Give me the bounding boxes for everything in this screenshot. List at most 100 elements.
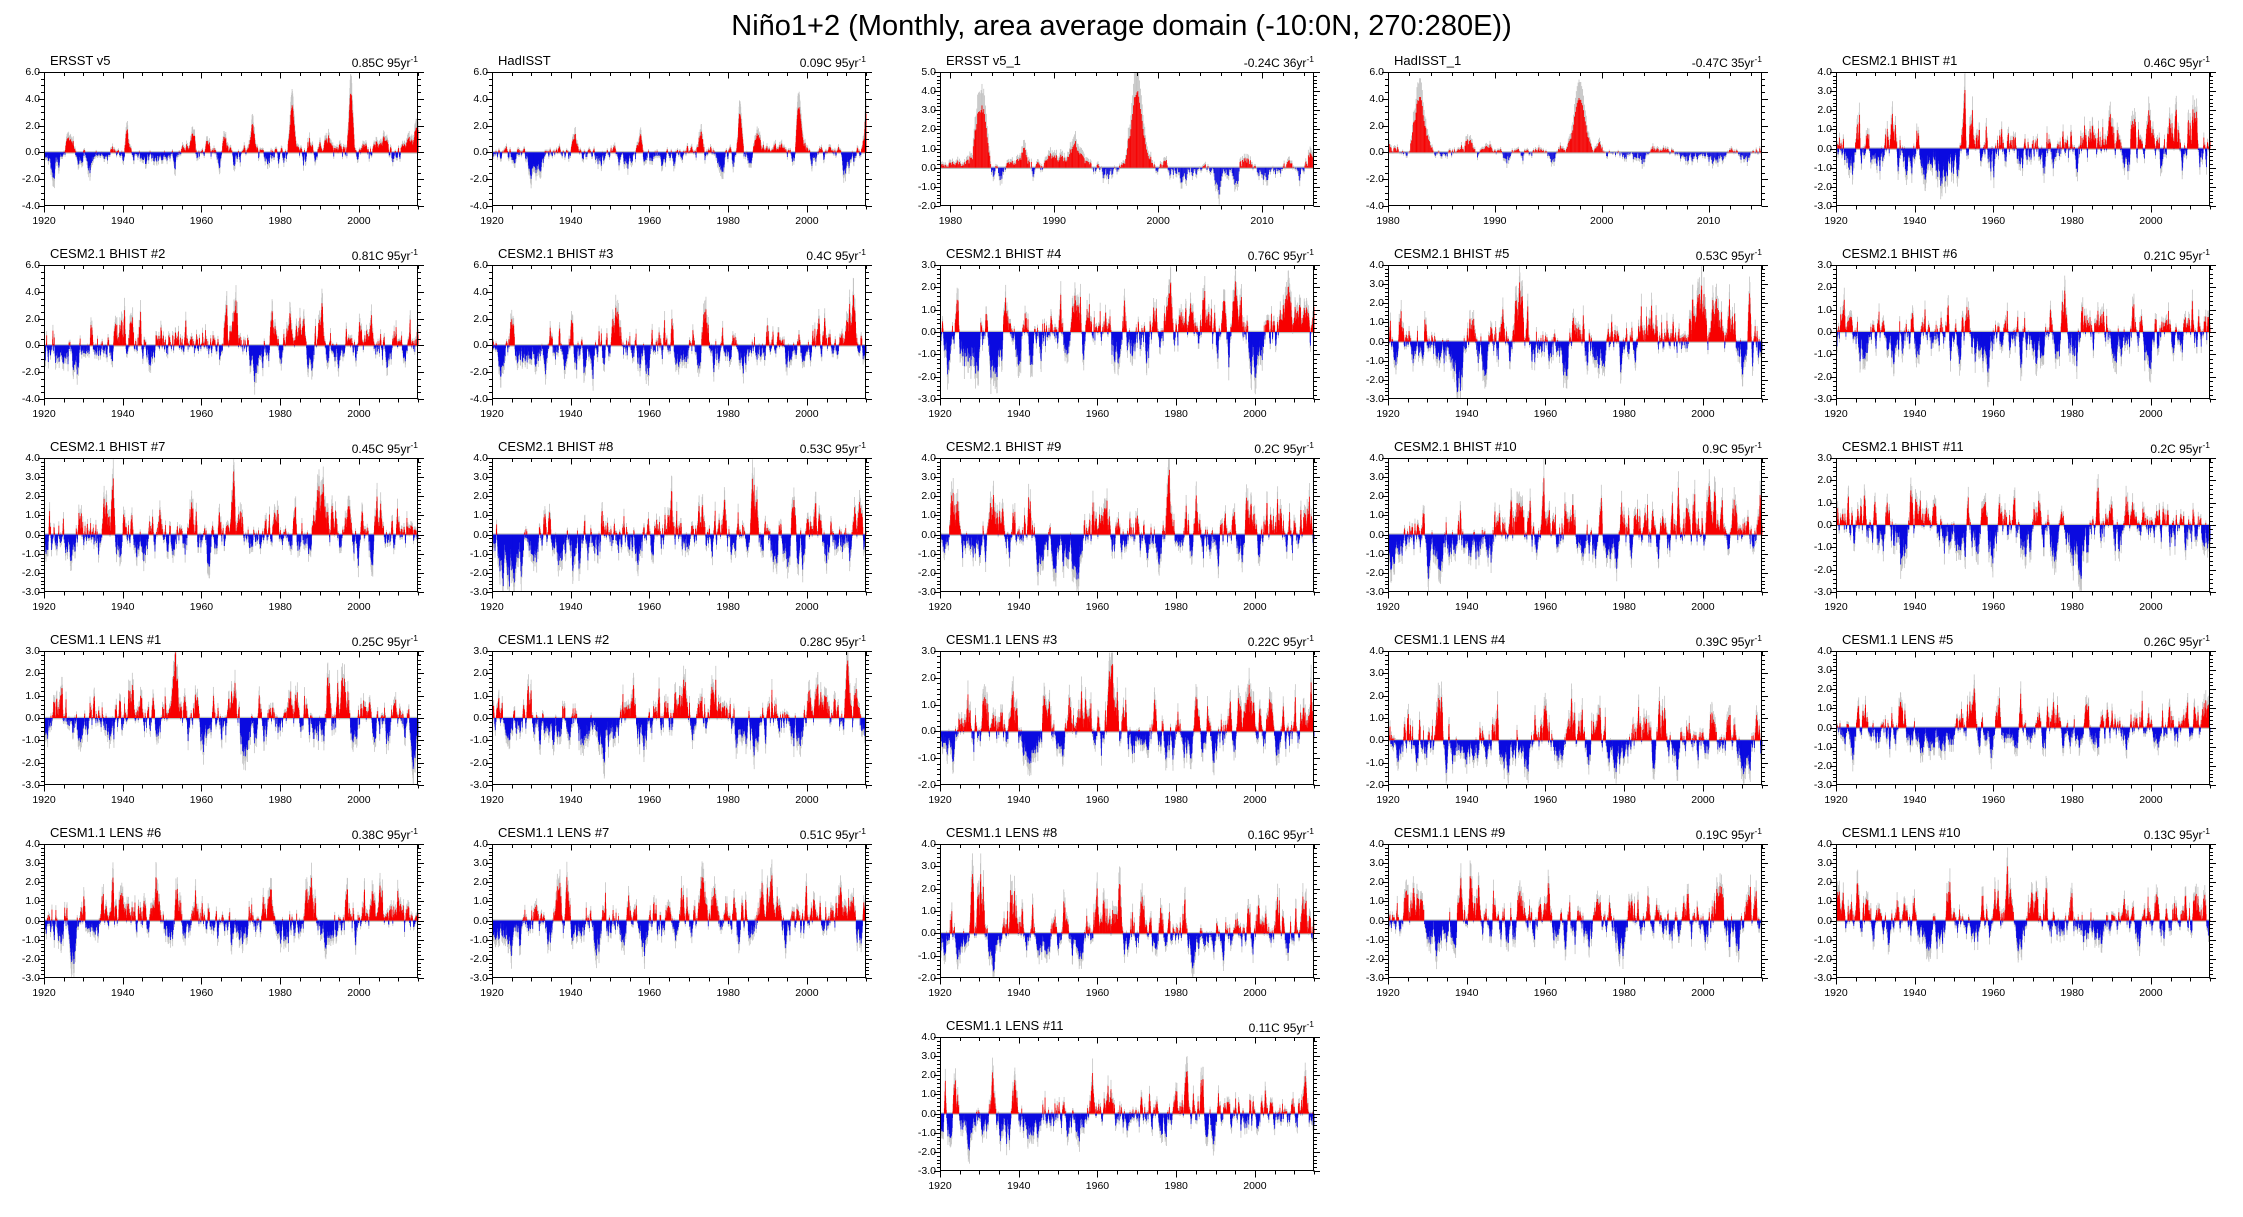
x-tick-label: 1980 bbox=[2060, 601, 2084, 613]
plot-canvas bbox=[932, 450, 1322, 600]
x-tick-label: 1920 bbox=[1376, 408, 1400, 420]
x-tick-label: 1980 bbox=[1612, 987, 1636, 999]
y-tick-label: 2.0 bbox=[25, 490, 40, 503]
y-tick-label: 1.0 bbox=[1817, 303, 1832, 316]
x-tick-label: 2000 bbox=[347, 215, 371, 227]
y-tick-label: 1.0 bbox=[1369, 316, 1384, 329]
x-tick-label: 1940 bbox=[1007, 1180, 1031, 1192]
y-tick-label: -1.0 bbox=[917, 949, 936, 962]
x-tick-label: 2010 bbox=[1696, 215, 1721, 227]
y-tick-label: -3.0 bbox=[469, 586, 488, 598]
x-tick-label: 1940 bbox=[1903, 215, 1927, 227]
y-tick-label: 2.0 bbox=[473, 490, 488, 503]
y-tick-label: 0.0 bbox=[473, 528, 488, 541]
x-tick-label: 1960 bbox=[637, 215, 662, 227]
y-tick-label: 1.0 bbox=[473, 895, 488, 908]
y-tick-label: 1.0 bbox=[921, 698, 936, 711]
x-tick-label: 1940 bbox=[559, 987, 583, 999]
y-tick-label: -1.0 bbox=[1813, 933, 1832, 946]
x-tick-label: 2000 bbox=[795, 794, 819, 806]
x-tick-label: 1980 bbox=[1164, 1180, 1188, 1192]
x-tick-label: 1920 bbox=[32, 794, 56, 806]
y-tick-label: 1.0 bbox=[1369, 712, 1384, 724]
y-tick-label: 3.0 bbox=[921, 860, 936, 873]
y-tick-label: 2.0 bbox=[1817, 281, 1832, 294]
x-tick-label: 1920 bbox=[1376, 601, 1400, 613]
y-tick-label: 1.0 bbox=[1817, 702, 1832, 715]
y-tick-label: 0.0 bbox=[473, 914, 488, 927]
y-tick-label: -1.0 bbox=[1365, 756, 1384, 769]
y-tick-label: -2.0 bbox=[917, 370, 936, 383]
y-tick-label: 0.0 bbox=[921, 1107, 936, 1120]
y-tick-label: -3.0 bbox=[1813, 586, 1832, 598]
y-tick-label: 1.0 bbox=[921, 142, 936, 155]
page-title: Niño1+2 (Monthly, area average domain (-… bbox=[731, 10, 1512, 42]
x-tick-label: 1960 bbox=[1533, 987, 1558, 999]
y-tick-label: 4.0 bbox=[921, 1031, 936, 1043]
y-tick-label: -2.0 bbox=[21, 756, 40, 769]
chart-panel: CESM1.1 LENS #8 0.16C 95yr-1 4.0 3.0 2.0 1.0 0… bbox=[898, 822, 1346, 1015]
y-tick-label: -2.0 bbox=[21, 566, 40, 579]
x-tick-label: 1980 bbox=[716, 601, 740, 613]
y-tick-label: 3.0 bbox=[473, 857, 488, 870]
y-tick-label: 3.0 bbox=[1369, 471, 1384, 484]
plot-canvas bbox=[36, 643, 426, 793]
y-tick-label: 0.0 bbox=[1817, 721, 1832, 734]
y-tick-label: 4.0 bbox=[1369, 259, 1384, 271]
y-tick-label: 2.0 bbox=[1817, 104, 1832, 117]
x-tick-label: 1920 bbox=[480, 408, 504, 420]
y-tick-label: -4.0 bbox=[1365, 200, 1384, 212]
y-tick-label: 3.0 bbox=[1369, 667, 1384, 680]
chart-panel: CESM1.1 LENS #6 0.38C 95yr-1 4.0 3.0 2.0 1.0 0… bbox=[2, 822, 450, 1015]
x-tick-label: 1980 bbox=[2060, 215, 2084, 227]
x-tick-label: 1920 bbox=[1376, 794, 1400, 806]
panel-grid: ERSST v5 0.85C 95yr-1 6.0 4.0 2.0 0.0 -2.0 -4.0… bbox=[0, 50, 2243, 1208]
x-tick-label: 1940 bbox=[1903, 408, 1927, 420]
y-tick-label: 3.0 bbox=[1817, 857, 1832, 870]
x-tick-label: 2000 bbox=[2139, 408, 2163, 420]
y-tick-label: 2.0 bbox=[921, 281, 936, 294]
y-tick-label: 1.0 bbox=[1817, 123, 1832, 136]
x-tick-label: 1920 bbox=[1824, 601, 1848, 613]
y-tick-label: 4.0 bbox=[473, 285, 488, 298]
y-tick-label: 0.0 bbox=[1369, 146, 1384, 159]
chart-panel: CESM2.1 BHIST #6 0.21C 95yr-1 3.0 2.0 1.0 0.0… bbox=[1794, 243, 2242, 436]
x-tick-label: 2000 bbox=[2139, 794, 2163, 806]
y-tick-label: 2.0 bbox=[25, 312, 40, 325]
y-tick-label: 4.0 bbox=[1817, 645, 1832, 657]
y-tick-label: 2.0 bbox=[921, 490, 936, 503]
x-tick-label: 2000 bbox=[795, 215, 819, 227]
x-tick-label: 1960 bbox=[189, 215, 214, 227]
y-tick-label: 4.0 bbox=[25, 452, 40, 464]
x-tick-label: 1920 bbox=[32, 601, 56, 613]
plot-canvas bbox=[484, 64, 874, 214]
y-tick-label: 0.0 bbox=[25, 914, 40, 927]
y-tick-label: -3.0 bbox=[1365, 393, 1384, 405]
x-tick-label: 1960 bbox=[637, 408, 662, 420]
x-tick-label: 1960 bbox=[1981, 215, 2006, 227]
chart-panel: CESM2.1 BHIST #1 0.46C 95yr-1 4.0 3.0 2.0 1.0… bbox=[1794, 50, 2242, 243]
y-tick-label: -4.0 bbox=[21, 393, 40, 405]
x-tick-label: 1990 bbox=[1042, 215, 1066, 227]
x-tick-label: 1940 bbox=[111, 215, 135, 227]
x-tick-label: 1960 bbox=[637, 601, 662, 613]
y-tick-label: 1.0 bbox=[25, 689, 40, 702]
plot-canvas bbox=[932, 836, 1322, 986]
y-tick-label: 2.0 bbox=[25, 876, 40, 889]
chart-panel: CESM1.1 LENS #4 0.39C 95yr-1 4.0 3.0 2.0 1.0 0… bbox=[1346, 629, 1794, 822]
y-tick-label: 2.0 bbox=[921, 671, 936, 684]
x-tick-label: 1920 bbox=[928, 601, 952, 613]
x-tick-label: 2000 bbox=[1691, 601, 1715, 613]
y-tick-label: -3.0 bbox=[21, 779, 40, 791]
y-tick-label: 2.0 bbox=[1369, 119, 1384, 132]
y-tick-label: 0.0 bbox=[1817, 326, 1832, 338]
y-tick-label: 0.0 bbox=[25, 339, 40, 352]
y-tick-label: 4.0 bbox=[1369, 452, 1384, 464]
y-tick-label: -2.0 bbox=[21, 952, 40, 965]
x-tick-label: 1980 bbox=[716, 987, 740, 999]
y-tick-label: -2.0 bbox=[917, 1145, 936, 1158]
x-tick-label: 2000 bbox=[1691, 408, 1715, 420]
x-tick-label: 2010 bbox=[1250, 215, 1274, 227]
chart-panel: CESM1.1 LENS #1 0.25C 95yr-1 3.0 2.0 1.0 0.0-… bbox=[2, 629, 450, 822]
y-tick-label: 1.0 bbox=[921, 905, 936, 917]
